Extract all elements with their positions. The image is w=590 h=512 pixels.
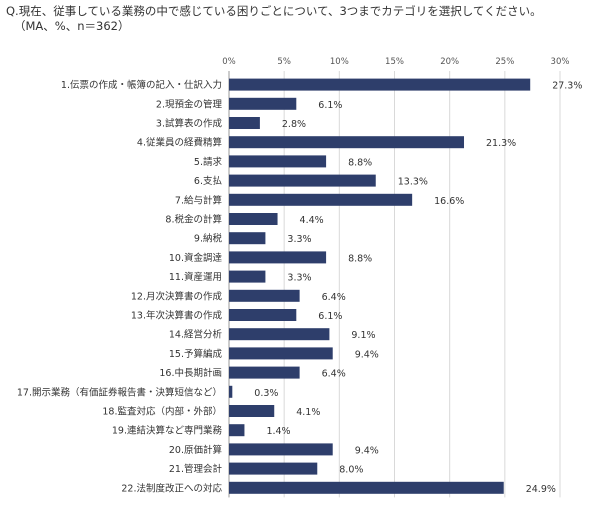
category-label: 13.年次決算書の作成 [131, 310, 223, 322]
category-label: 9.納税 [194, 233, 223, 245]
category-label: 4.従業員の経費精算 [137, 137, 222, 149]
bar [229, 385, 233, 398]
bar [229, 270, 266, 283]
bar [229, 136, 465, 149]
bar [229, 117, 260, 129]
bar [229, 193, 413, 206]
category-label: 7.給与計算 [175, 194, 222, 206]
category-label: 18.監査対応（内部・外部） [102, 406, 222, 418]
bar [229, 405, 275, 417]
category-label: 3.試算表の作成 [156, 118, 223, 130]
x-tick-label: 0% [222, 57, 236, 67]
value-label: 13.3% [398, 177, 428, 188]
value-label: 4.1% [296, 407, 320, 418]
value-label: 6.4% [322, 292, 346, 303]
x-tick-label: 5% [277, 57, 291, 67]
value-label: 9.1% [351, 330, 375, 341]
value-label: 9.4% [355, 445, 379, 456]
value-label: 4.4% [300, 215, 324, 226]
category-label: 19.連結決算など専門業務 [112, 425, 223, 437]
bar [229, 481, 504, 494]
value-label: 16.6% [434, 196, 464, 207]
value-label: 27.3% [552, 81, 582, 92]
bar [229, 309, 297, 321]
bar [229, 289, 300, 302]
x-tick-label: 20% [440, 57, 459, 67]
bar [229, 328, 330, 341]
category-label: 22.法制度改正への対応 [121, 482, 222, 494]
value-label: 8.8% [348, 157, 372, 168]
category-label: 5.請求 [194, 156, 223, 168]
value-label: 6.1% [318, 311, 342, 322]
x-tick-label: 25% [495, 57, 514, 67]
value-label: 24.9% [526, 484, 556, 495]
x-tick-label: 10% [330, 57, 349, 67]
category-label: 16.中長期計画 [159, 367, 222, 379]
value-label: 9.4% [355, 349, 379, 360]
question-sample-note: （MA、%、n＝362） [14, 19, 130, 33]
value-label: 2.8% [282, 119, 306, 130]
question-text: Q.現在、従事している業務の中で感じている困りごとについて、3つまでカテゴリを選… [6, 4, 542, 18]
value-label: 8.0% [339, 465, 363, 476]
bar [229, 232, 266, 245]
category-label: 15.予算編成 [169, 348, 223, 360]
bar [229, 213, 278, 225]
category-label: 6.支払 [194, 175, 223, 187]
value-label: 0.3% [254, 388, 278, 399]
value-label: 21.3% [486, 138, 516, 149]
bar [229, 462, 318, 475]
question-title: Q.現在、従事している業務の中で感じている困りごとについて、3つまでカテゴリを選… [6, 4, 542, 34]
category-label: 20.原価計算 [169, 444, 222, 456]
value-label: 3.3% [287, 273, 311, 284]
category-label: 10.資金調達 [169, 252, 223, 264]
category-label: 17.開示業務（有価証券報告書・決算短信など） [17, 386, 222, 398]
bar [229, 174, 376, 187]
category-label: 1.伝票の作成・帳簿の記入・仕訳入力 [61, 79, 222, 91]
category-label: 21.管理会計 [169, 463, 223, 475]
value-label: 3.3% [287, 234, 311, 245]
bar [229, 251, 327, 264]
x-tick-label: 15% [385, 57, 404, 67]
value-label: 8.8% [348, 253, 372, 264]
x-tick-label: 30% [551, 57, 570, 67]
bar [229, 347, 333, 360]
value-label: 6.1% [318, 100, 342, 111]
bar [229, 155, 327, 168]
bar [229, 97, 297, 110]
value-label: 1.4% [266, 426, 290, 437]
category-label: 11.資産運用 [169, 271, 222, 283]
value-label: 6.4% [322, 369, 346, 380]
bar [229, 424, 245, 437]
category-label: 2.現預金の管理 [156, 98, 223, 110]
bar [229, 78, 531, 91]
category-label: 14.経営分析 [169, 329, 223, 341]
bar [229, 443, 333, 456]
bar [229, 366, 300, 379]
category-label: 12.月次決算書の作成 [131, 290, 223, 302]
category-label: 8.税金の計算 [165, 214, 222, 226]
